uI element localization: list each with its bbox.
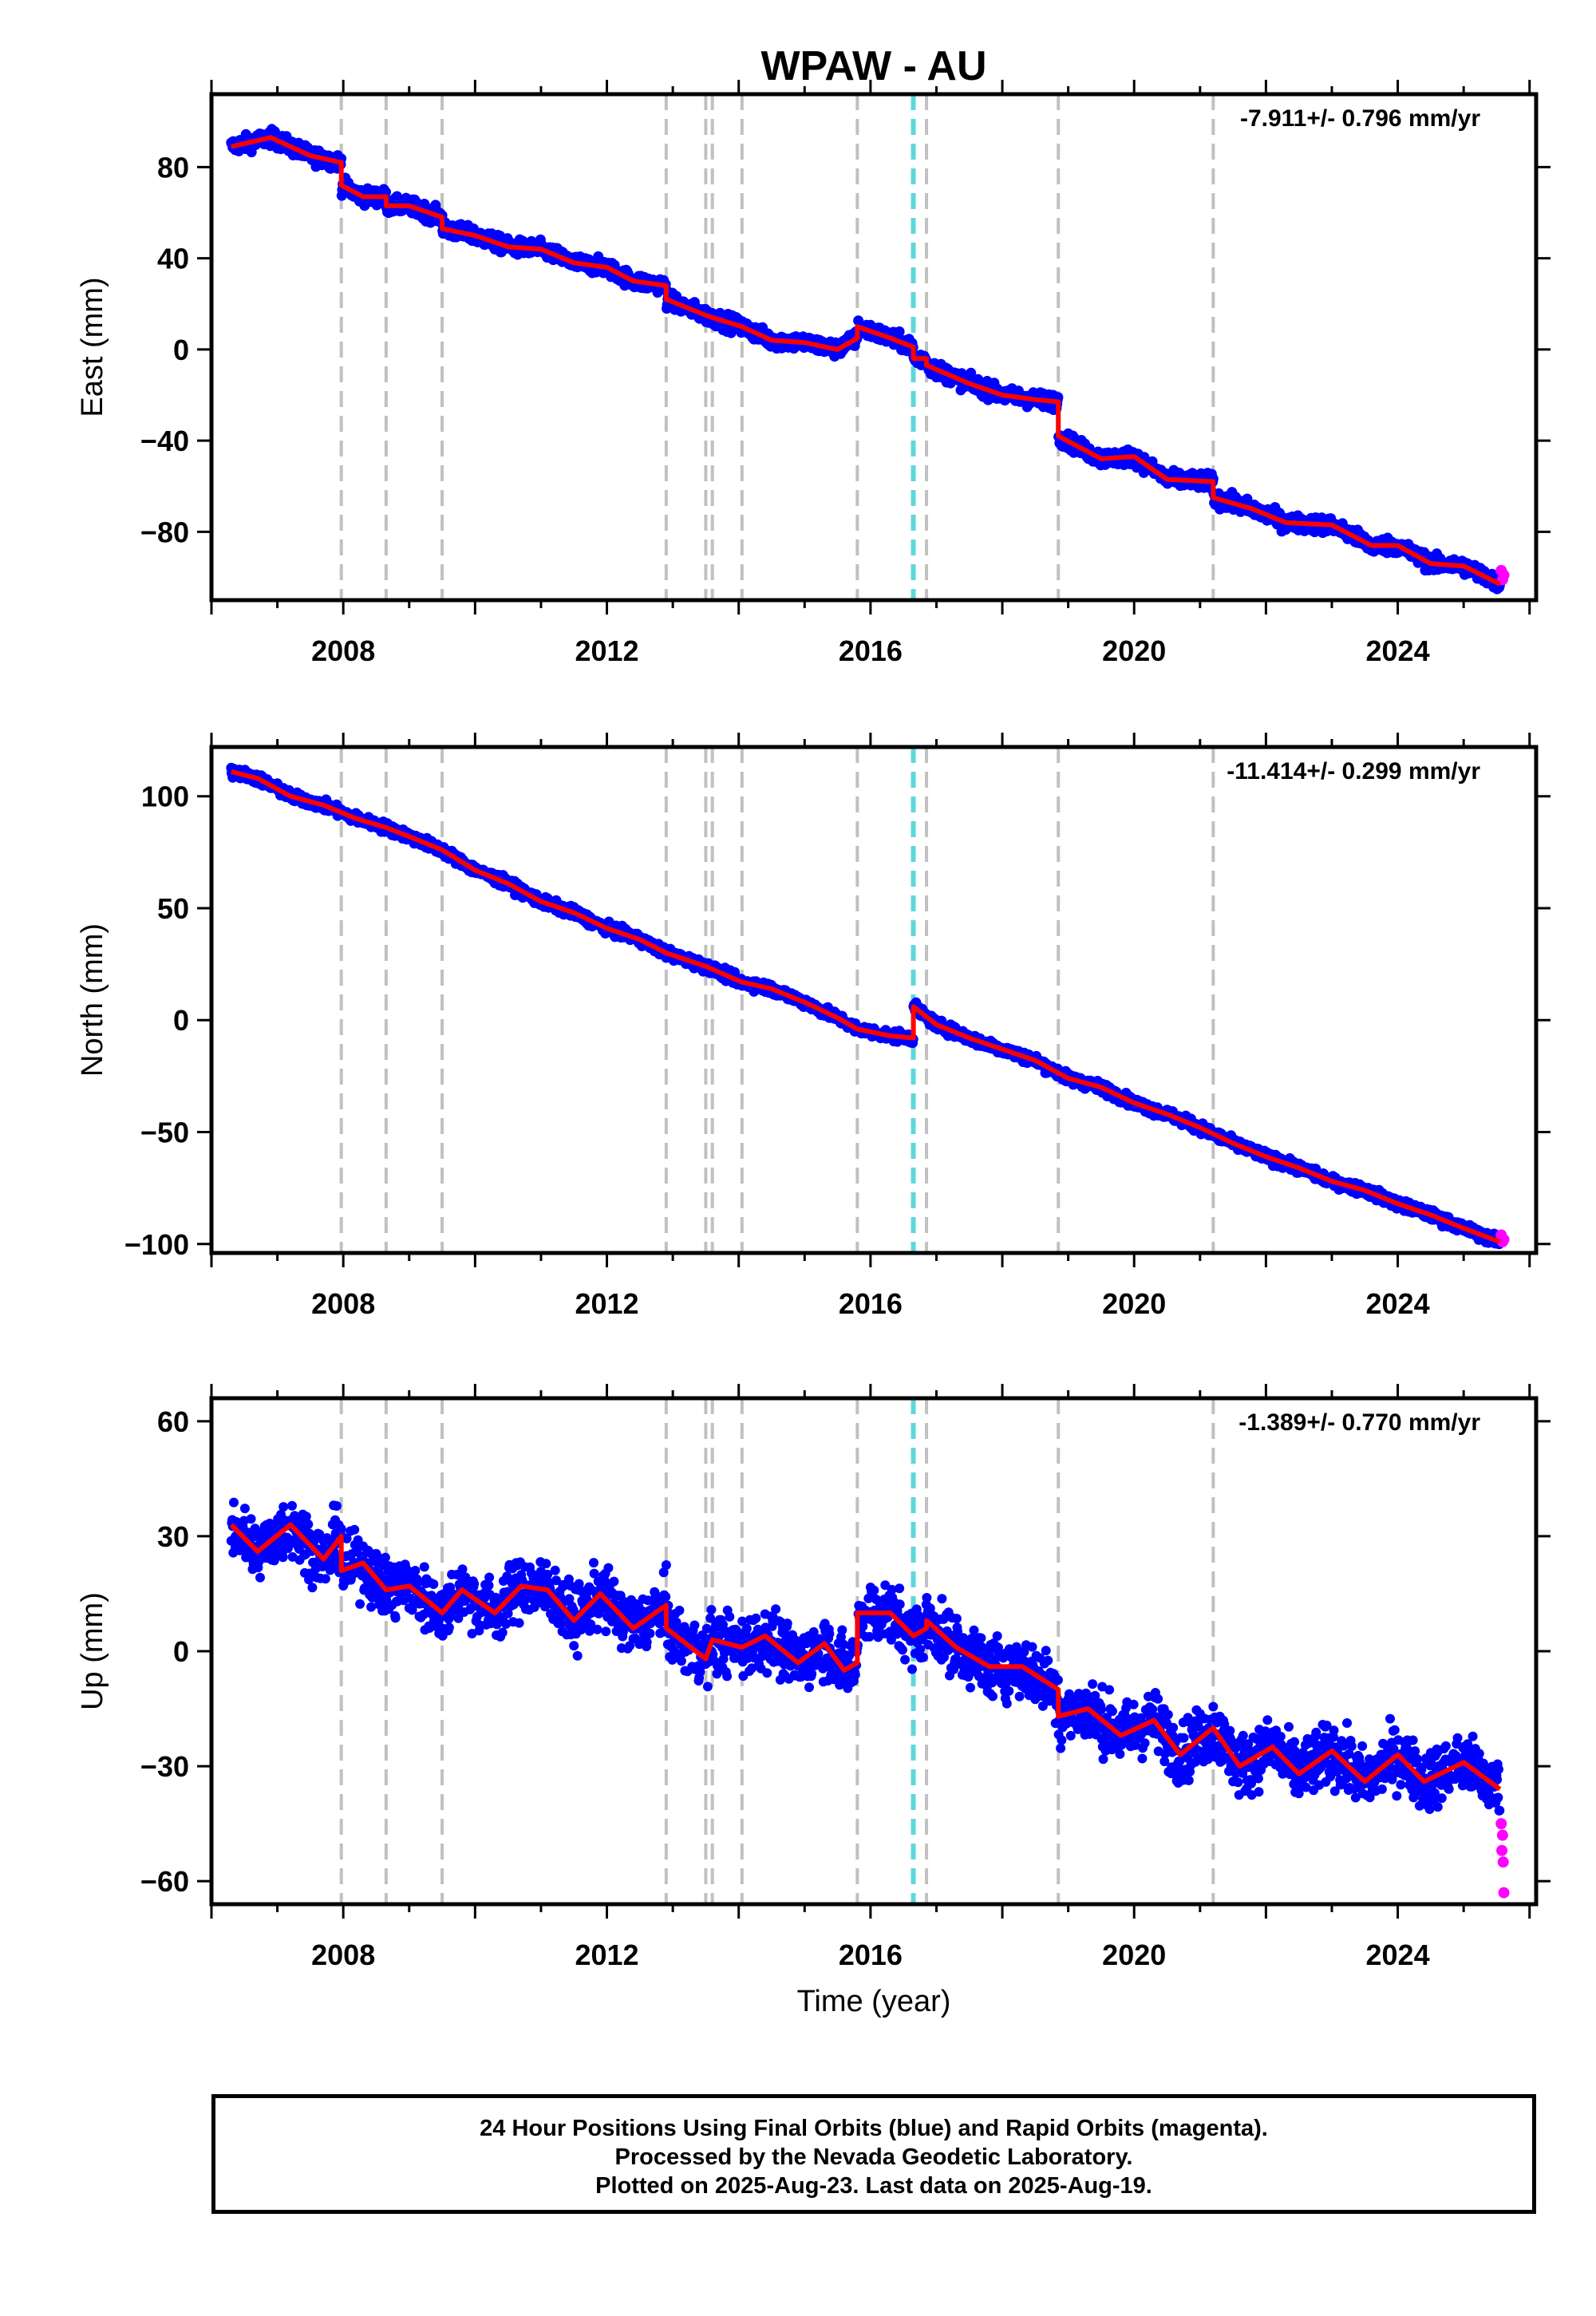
model-fit-line <box>231 135 1501 587</box>
y-tick-label: −40 <box>140 425 189 457</box>
y-tick-label: 0 <box>173 334 189 366</box>
rapid-data-point <box>1498 569 1510 581</box>
x-tick-label: 2008 <box>311 634 375 667</box>
velocity-label: -7.911+/- 0.796 mm/yr <box>1240 105 1480 132</box>
y-axis-label: East (mm) <box>76 277 109 417</box>
x-tick-label: 2012 <box>575 634 638 667</box>
data-point <box>894 326 905 337</box>
chart-title: WPAW - AU <box>760 43 986 89</box>
panel-frame <box>209 92 1539 603</box>
panel-east: 80 40 0 −40 −80 2008 2012 2016 2020 2024 East (mm)… <box>76 80 1551 667</box>
data-point <box>966 367 977 378</box>
y-tick-label: −80 <box>140 516 189 548</box>
final-orbit-points <box>226 762 1505 1250</box>
x-tick-label: 2020 <box>1102 634 1166 667</box>
y-tick-label: 80 <box>157 151 189 184</box>
x-tick-label: 2024 <box>1366 634 1430 667</box>
y-tick-label: 40 <box>157 243 189 275</box>
x-tick-label: 2016 <box>839 634 903 667</box>
panels-group: 80 40 0 −40 −80 2008 2012 2016 2020 2024 East (mm)… <box>76 80 1551 1971</box>
